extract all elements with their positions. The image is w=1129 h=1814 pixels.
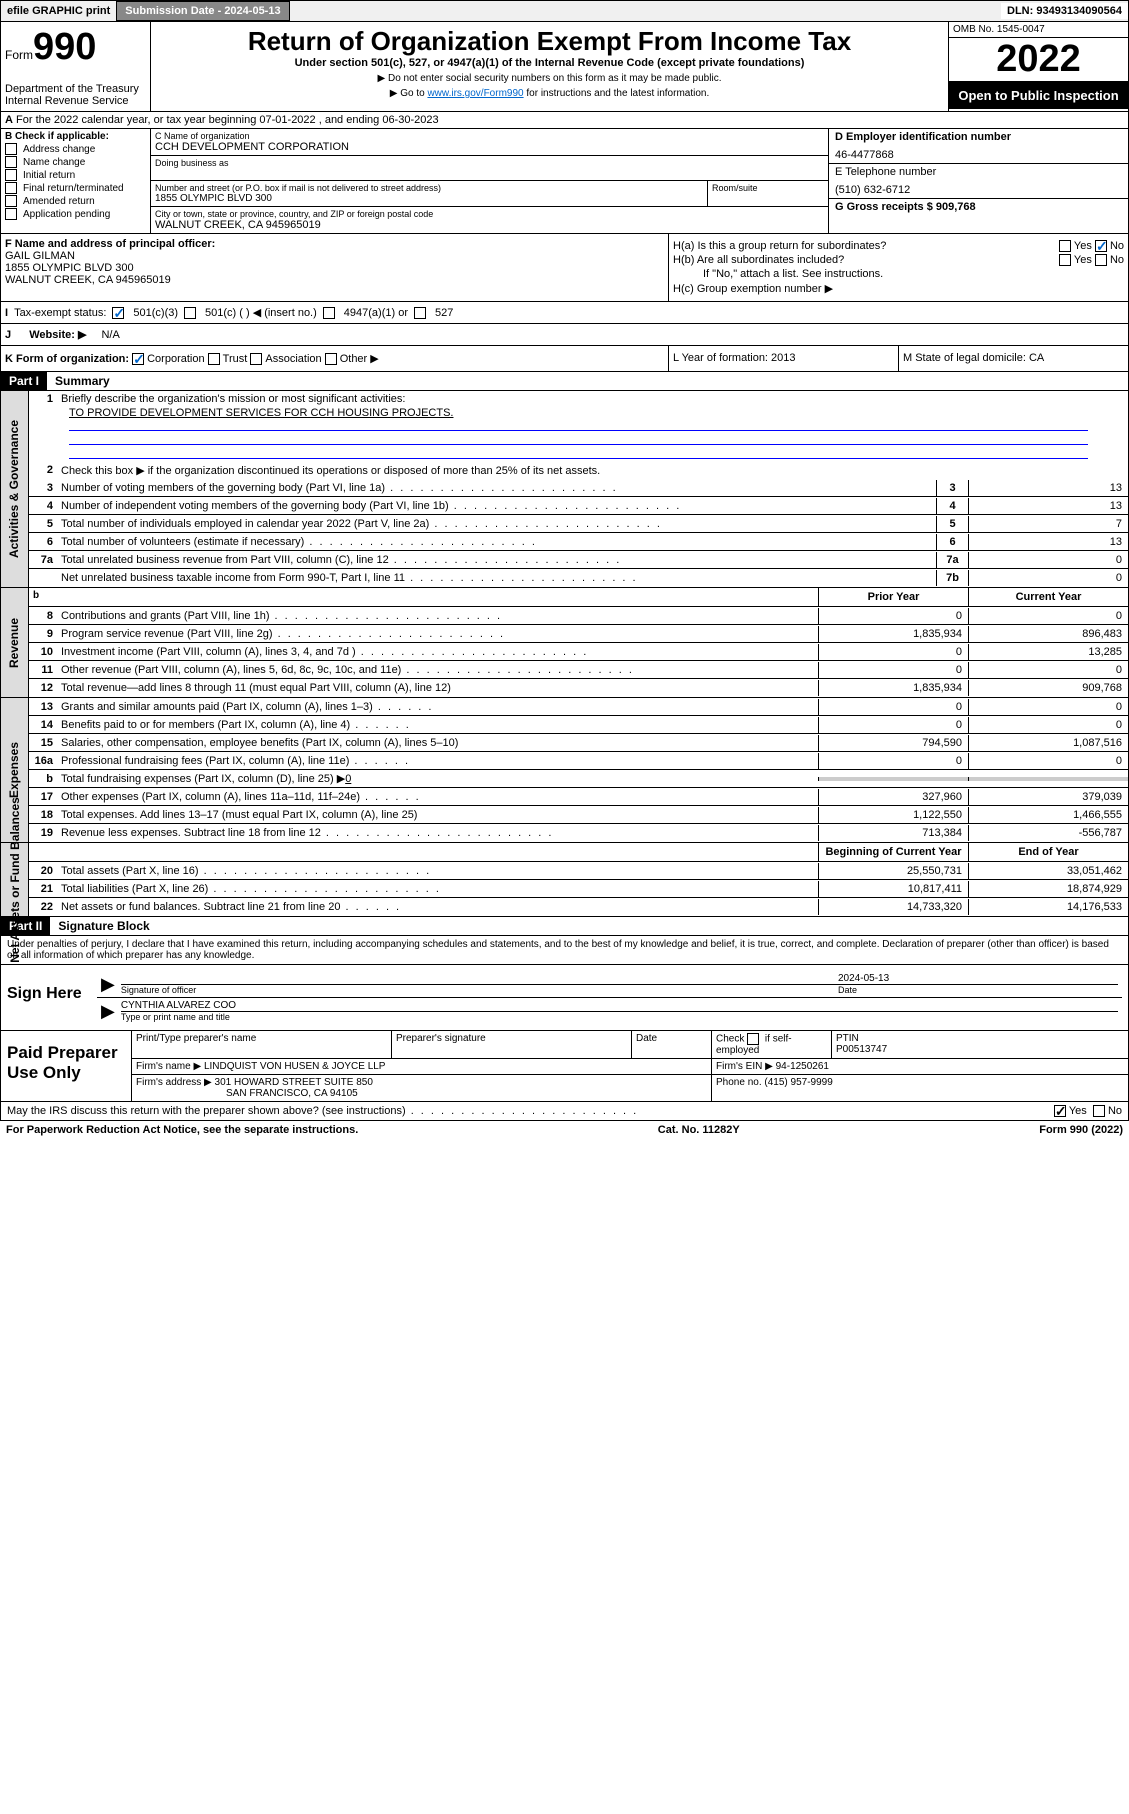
summary-expenses: Expenses 13Grants and similar amounts pa… [0,698,1129,843]
footer: For Paperwork Reduction Act Notice, see … [0,1121,1129,1139]
chk-hb-yes[interactable] [1059,254,1071,266]
chk-discuss-yes[interactable] [1054,1105,1066,1117]
street: 1855 OLYMPIC BLVD 300 [155,193,703,204]
firm-ein: 94-1250261 [776,1061,829,1072]
form-number: Form990 [5,26,146,69]
prep-phone: (415) 957-9999 [764,1077,832,1088]
year-formation: L Year of formation: 2013 [668,346,898,371]
v5: 7 [968,516,1128,532]
row-j: J Website: ▶ N/A [0,324,1129,346]
website: N/A [101,329,119,341]
v6: 13 [968,534,1128,550]
side-activities: Activities & Governance [8,420,22,558]
subtitle-2: ▶ Do not enter social security numbers o… [155,73,944,84]
chk-address[interactable] [5,143,17,155]
chk-ha-yes[interactable] [1059,240,1071,252]
chk-discuss-no[interactable] [1093,1105,1105,1117]
phone: (510) 632-6712 [835,184,1122,196]
subtitle-3: ▶ Go to www.irs.gov/Form990 for instruct… [155,88,944,99]
subtitle-1: Under section 501(c), 527, or 4947(a)(1)… [155,57,944,69]
open-inspection: Open to Public Inspection [949,82,1128,109]
chk-amended[interactable] [5,195,17,207]
chk-assoc[interactable] [250,353,262,365]
chk-initial[interactable] [5,169,17,181]
irs-link[interactable]: www.irs.gov/Form990 [427,88,523,99]
city: WALNUT CREEK, CA 945965019 [155,219,824,231]
ein: 46-4477868 [835,149,1122,161]
part2-header: Part II Signature Block [0,917,1129,936]
summary-revenue: Revenue bPrior YearCurrent Year 8Contrib… [0,588,1129,698]
ptin: P00513747 [836,1044,887,1055]
tax-year: 2022 [949,38,1128,82]
part1-header: Part I Summary [0,372,1129,391]
row-fgh: F Name and address of principal officer:… [0,234,1129,302]
row-bcde: B Check if applicable: Address change Na… [0,129,1129,234]
main-title: Return of Organization Exempt From Incom… [155,26,944,57]
sign-here-label: Sign Here [1,965,91,1030]
declaration: Under penalties of perjury, I declare th… [0,936,1129,965]
row-a: A For the 2022 calendar year, or tax yea… [0,112,1129,129]
chk-527[interactable] [414,307,426,319]
chk-trust[interactable] [208,353,220,365]
chk-pending[interactable] [5,208,17,220]
v7a: 0 [968,552,1128,568]
chk-other[interactable] [325,353,337,365]
submission-date-btn[interactable]: Submission Date - 2024-05-13 [116,1,289,21]
side-netassets: Net Assets or Fund Balances [8,797,22,963]
col-b-checkboxes: B Check if applicable: Address change Na… [1,129,151,233]
v3: 13 [968,480,1128,496]
row-i: I Tax-exempt status: 501(c)(3) 501(c) ( … [0,302,1129,324]
top-bar: efile GRAPHIC print Submission Date - 20… [0,0,1129,22]
v4: 13 [968,498,1128,514]
summary-netassets: Net Assets or Fund Balances Beginning of… [0,843,1129,917]
irs-label: Internal Revenue Service [5,95,146,107]
side-expenses: Expenses [8,742,22,798]
col-h-group: H(a) Is this a group return for subordin… [668,234,1128,301]
gross-receipts: G Gross receipts $ 909,768 [835,201,976,213]
chk-hb-no[interactable] [1095,254,1107,266]
v7b: 0 [968,570,1128,586]
chk-4947[interactable] [323,307,335,319]
dept-label: Department of the Treasury [5,83,146,95]
chk-corp[interactable] [132,353,144,365]
summary-activities: Activities & Governance 1Briefly describ… [0,391,1129,588]
chk-501c[interactable] [184,307,196,319]
chk-final[interactable] [5,182,17,194]
side-revenue: Revenue [8,618,22,668]
paid-preparer-label: Paid Preparer Use Only [1,1031,131,1101]
sign-area: Sign Here ▶Signature of officer2024-05-1… [0,965,1129,1031]
signer-name: CYNTHIA ALVAREZ COO [121,1000,1118,1011]
firm-name: LINDQUIST VON HUSEN & JOYCE LLP [204,1061,386,1072]
chk-501c3[interactable] [112,307,124,319]
dln-label: DLN: 93493134090564 [1001,3,1128,19]
state-domicile: M State of legal domicile: CA [898,346,1128,371]
discuss-row: May the IRS discuss this return with the… [0,1102,1129,1121]
efile-label[interactable]: efile GRAPHIC print [1,3,116,19]
col-c-org-info: C Name of organization CCH DEVELOPMENT C… [151,129,828,233]
org-name: CCH DEVELOPMENT CORPORATION [155,141,824,153]
preparer-area: Paid Preparer Use Only Print/Type prepar… [0,1031,1129,1102]
omb-number: OMB No. 1545-0047 [949,22,1128,38]
chk-ha-no[interactable] [1095,240,1107,252]
col-f-officer: F Name and address of principal officer:… [1,234,668,301]
chk-name[interactable] [5,156,17,168]
col-de: D Employer identification number 46-4477… [828,129,1128,233]
chk-self-employed[interactable] [747,1033,759,1045]
form-header: Form990 Department of the Treasury Inter… [0,22,1129,112]
row-klm: K Form of organization: Corporation Trus… [0,346,1129,372]
mission: TO PROVIDE DEVELOPMENT SERVICES FOR CCH … [29,407,1128,419]
